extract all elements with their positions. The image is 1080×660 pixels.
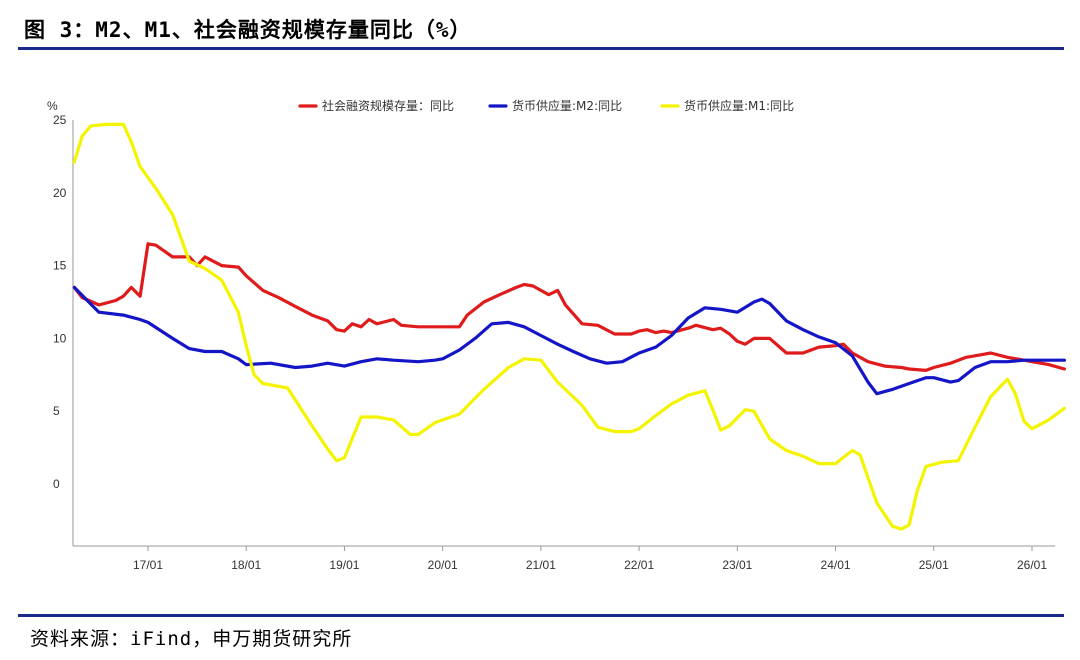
x-tick-label: 17/01 [133, 558, 163, 572]
x-tick-label: 24/01 [821, 558, 851, 572]
y-axis-labels: %25 20 15 10 5 0 [47, 99, 67, 491]
source-rule [18, 614, 1064, 617]
figure-title: 图 3：M2、M1、社会融资规模存量同比（%） [24, 18, 472, 42]
legend-label: 货币供应量:M1:同比 [684, 98, 794, 113]
y-tick-label: 25 [53, 113, 67, 127]
source-note: 资料来源：iFind，申万期货研究所 [30, 628, 353, 650]
x-tick-label: 22/01 [624, 558, 654, 572]
series-line-1 [72, 242, 1066, 372]
line-chart: %25 20 15 10 5 0 17/01 18/01 19/01 20/01 21/01 22/… [47, 98, 1066, 572]
chart-axes [72, 120, 1055, 551]
x-tick-label: 20/01 [428, 558, 458, 572]
chart-legend: 社会融资规模存量：同比 货币供应量:M2:同比 货币供应量:M1:同比 [298, 98, 794, 113]
x-tick-label: 25/01 [919, 558, 949, 572]
series-line-3 [72, 122, 1066, 531]
y-tick-label: 0 [53, 477, 60, 491]
chart-series [72, 122, 1066, 531]
x-tick-label: 26/01 [1017, 558, 1047, 572]
legend-label: 货币供应量:M2:同比 [512, 98, 622, 113]
y-tick-label: 10 [53, 331, 67, 345]
y-tick-label: 15 [53, 259, 67, 273]
y-unit-label: % [47, 99, 58, 113]
x-tick-label: 18/01 [231, 558, 261, 572]
y-tick-label: 20 [53, 186, 67, 200]
x-tick-label: 21/01 [526, 558, 556, 572]
x-axis-labels: 17/01 18/01 19/01 20/01 21/01 22/01 23/01 24/01… [133, 558, 1047, 572]
title-rule [18, 47, 1064, 50]
series-line-2 [72, 285, 1066, 396]
x-tick-label: 19/01 [329, 558, 359, 572]
y-tick-label: 5 [53, 404, 60, 418]
x-tick-label: 23/01 [722, 558, 752, 572]
legend-label: 社会融资规模存量：同比 [322, 98, 454, 113]
